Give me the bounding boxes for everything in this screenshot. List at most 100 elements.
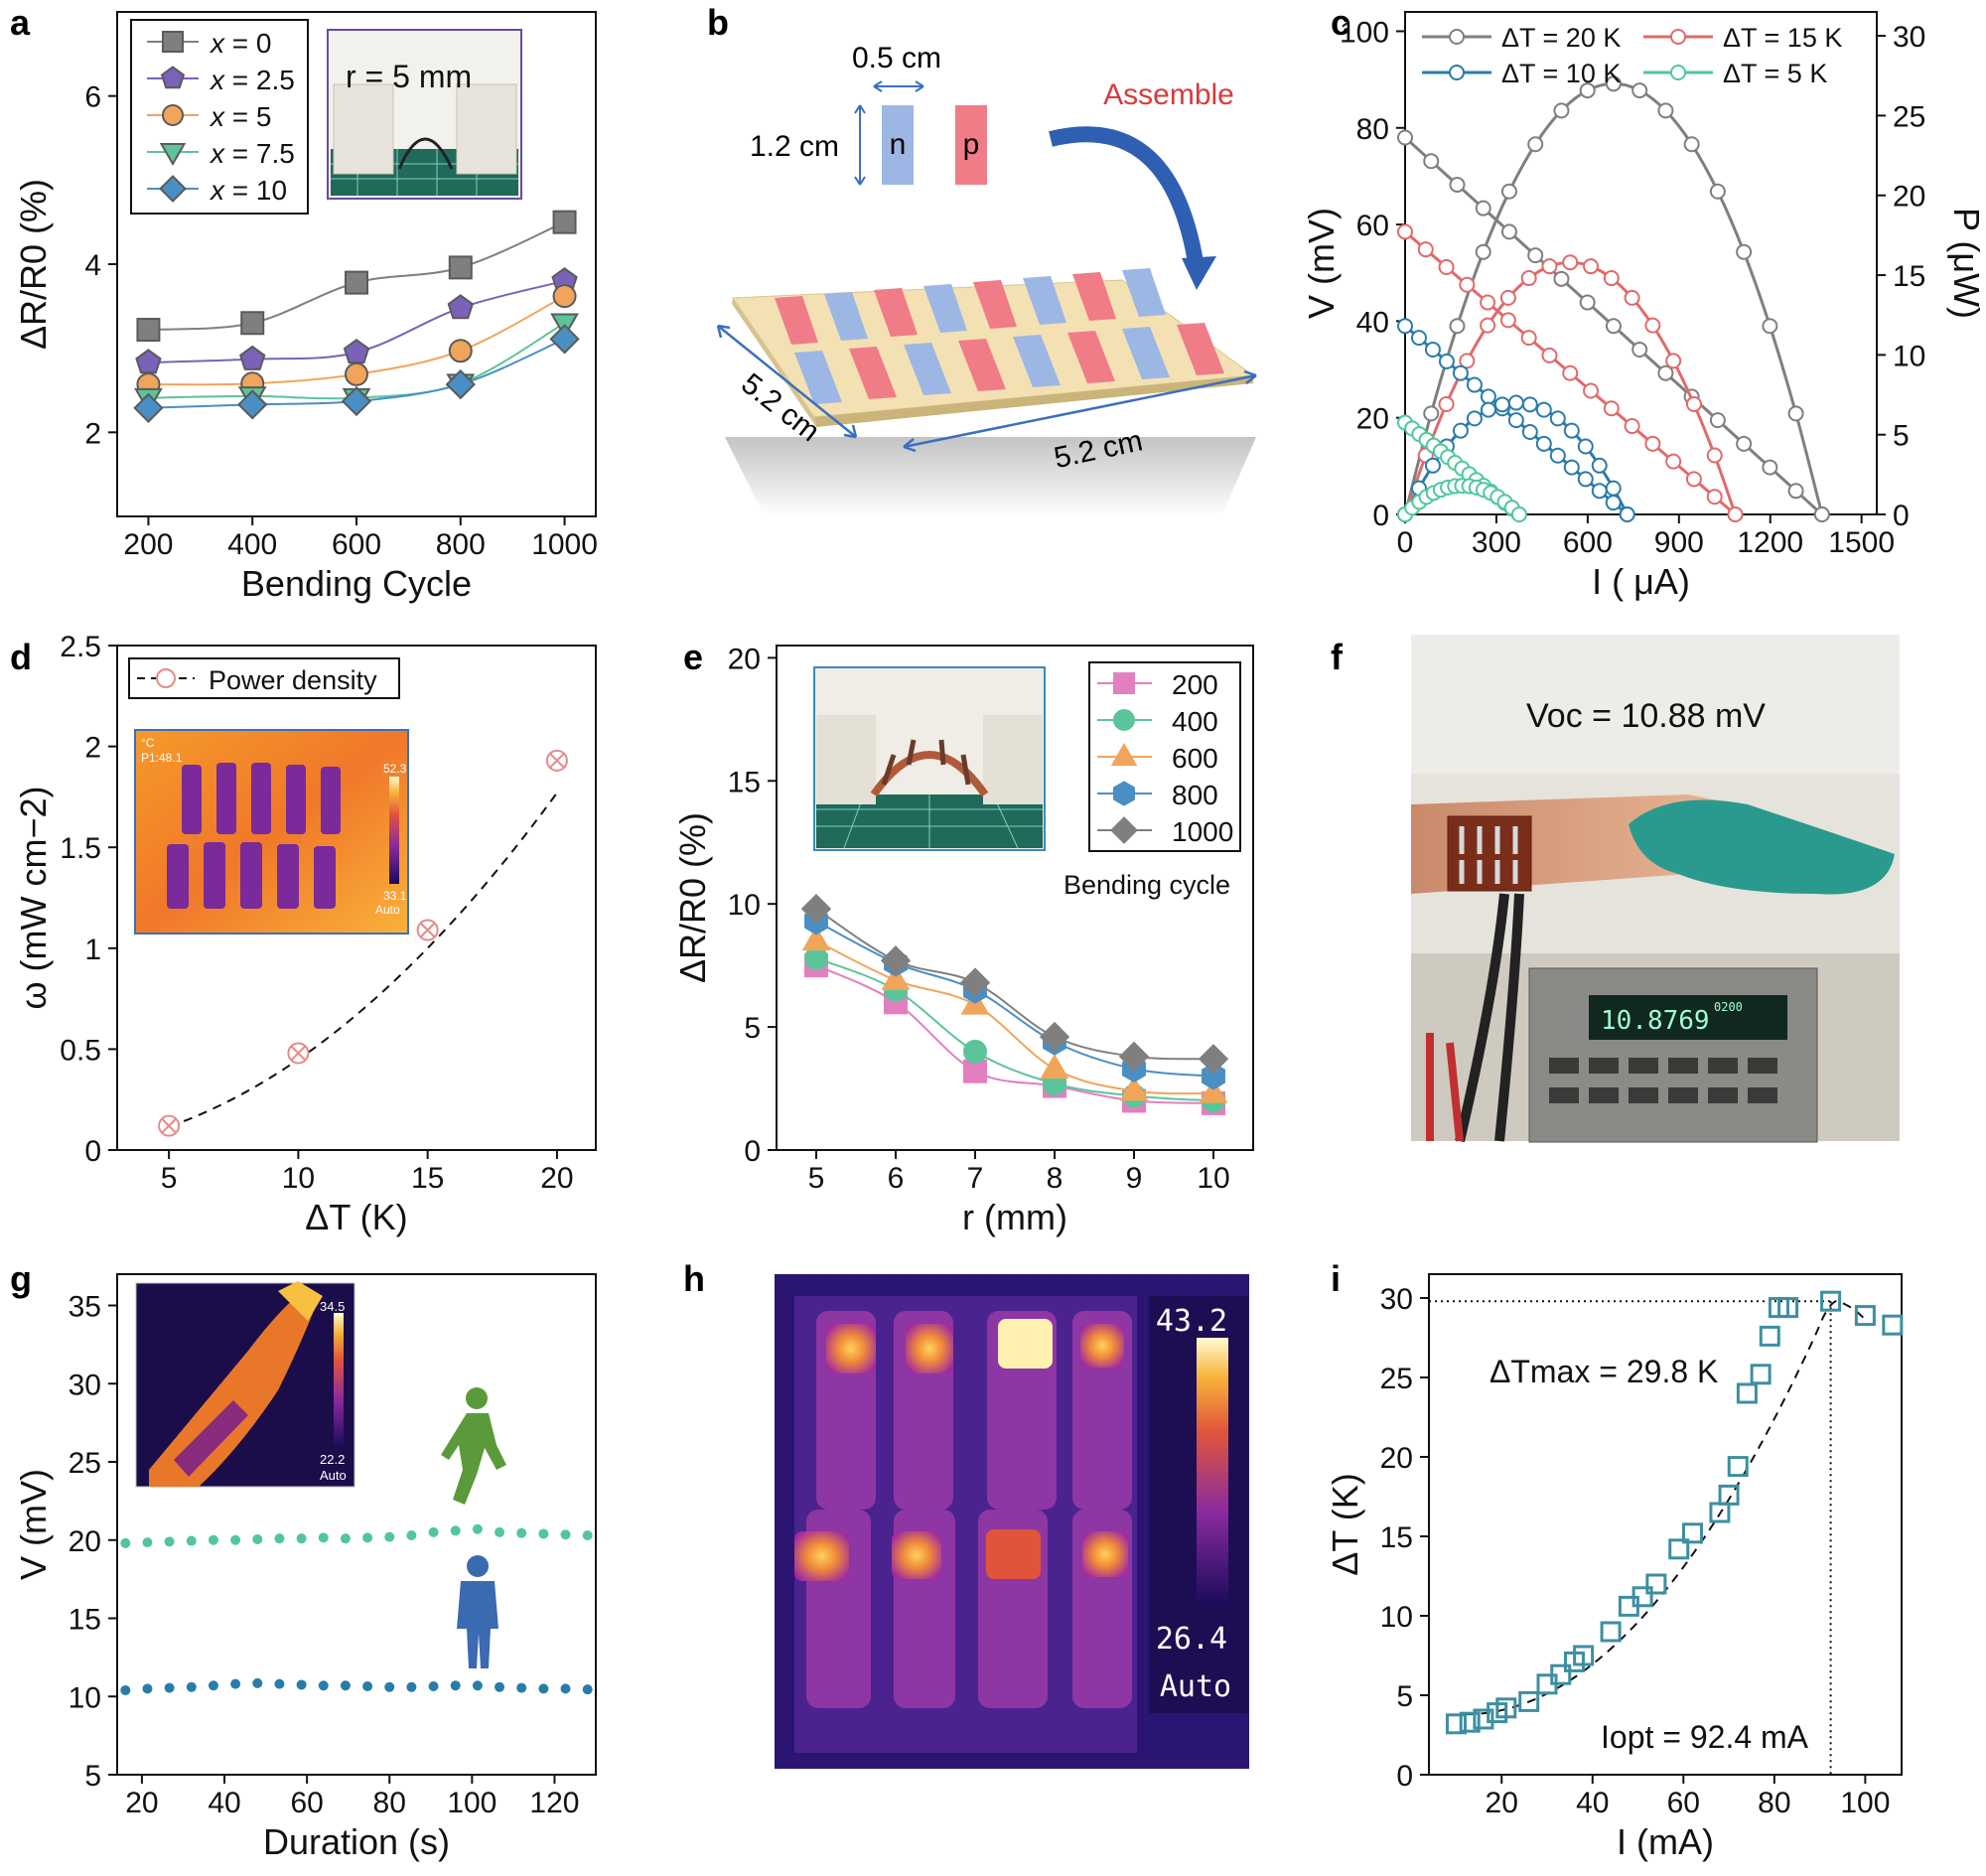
thermal-mode-h: Auto: [1160, 1669, 1231, 1704]
power-point: [1665, 353, 1682, 369]
y-axis-label: V (mV): [1301, 208, 1342, 319]
data-point: [142, 1537, 153, 1548]
thermal-inset-d: °C P1:48.1 52.3 33.1 Auto: [134, 729, 409, 935]
data-point: [340, 1533, 351, 1544]
power-point: [1579, 82, 1596, 99]
power-point: [1605, 480, 1622, 497]
chart-e: 5 6 7 8 9 10 0 5 10 15 20 r (mm) ΔR/R0 (%) 200 400 600 8…: [672, 643, 1254, 1237]
n-leg-label: n: [890, 128, 907, 161]
data-point: [582, 1684, 593, 1695]
x-tick-label: 20: [540, 1162, 573, 1195]
x-tick-label: 800: [436, 528, 486, 561]
data-point: [142, 1683, 153, 1694]
power-point: [1577, 438, 1594, 455]
dim-width-arrow: [873, 80, 924, 92]
thermal-max-h: 43.2: [1156, 1304, 1227, 1339]
data-point: [230, 1534, 241, 1545]
series-x0: [136, 210, 577, 343]
power-point: [1480, 317, 1496, 334]
power-point: [1520, 270, 1537, 287]
data-point: [1118, 1041, 1150, 1072]
y-tick-label: 10: [728, 889, 761, 922]
power-point: [1603, 270, 1620, 287]
voltage-point: [1706, 489, 1723, 505]
plot-frame: [1404, 11, 1878, 515]
series-dt-2: [1397, 318, 1635, 522]
x-tick-label: 6: [888, 1162, 905, 1195]
data-point: [158, 1114, 181, 1137]
p-leg-label: p: [963, 128, 980, 161]
y-tick-label: 5: [744, 1012, 761, 1045]
x-tick-label: 10: [282, 1162, 315, 1195]
voltage-point: [1631, 341, 1648, 358]
data-point: [345, 361, 368, 386]
data-point: [1600, 1621, 1622, 1643]
y-right-tick-label: 15: [1893, 260, 1925, 293]
data-point-cross: [549, 753, 565, 769]
data-point: [287, 1042, 310, 1065]
x-tick-label: 15: [411, 1162, 444, 1195]
legend-label: x = 2.5: [209, 65, 295, 95]
power-point: [1507, 394, 1524, 411]
power-point: [1466, 410, 1483, 427]
data-point: [560, 1683, 571, 1694]
data-point: [472, 1680, 483, 1691]
y-tick-label: 1: [84, 934, 101, 966]
y-tick-label: 2.5: [60, 631, 101, 663]
y-tick-label: 80: [1356, 113, 1389, 146]
legend-box: [130, 19, 309, 215]
series-line: [815, 920, 1214, 1078]
power-point: [1452, 422, 1469, 439]
y-tick-label: 0: [84, 1135, 101, 1168]
dim-height-label: 1.2 cm: [750, 130, 839, 163]
power-point: [1521, 396, 1538, 413]
y-tick-label: 0: [1396, 1760, 1413, 1793]
voltage-point: [1475, 200, 1491, 216]
bending-photo-inset-e: [813, 666, 1046, 851]
y-tick-label: 4: [84, 249, 101, 282]
data-point: [1473, 1708, 1494, 1730]
data-point: [516, 1527, 527, 1538]
bending-photo-inset-a: r = 5 mm: [327, 29, 522, 200]
chart-a: 200 400 600 800 1000 2 4 6 Bending Cycle ΔR/R0 (%…: [13, 11, 598, 604]
data-point: [1573, 1645, 1595, 1666]
y-tick-label: 5: [84, 1760, 101, 1793]
panel-label-h: h: [683, 1258, 705, 1299]
voltage-point: [1562, 364, 1579, 381]
data-point-cross: [161, 1117, 177, 1134]
voltage-point: [1541, 347, 1558, 363]
y-tick-label: 2: [84, 732, 101, 765]
panel-label-b: b: [707, 2, 729, 43]
voltage-point: [1397, 223, 1413, 240]
x-tick-label: 40: [1576, 1787, 1609, 1819]
multimeter: [1528, 967, 1818, 1143]
voltage-point: [1762, 459, 1778, 476]
y-tick-label: 20: [1380, 1442, 1413, 1475]
data-point: [362, 1681, 373, 1692]
data-point: [1202, 1062, 1225, 1090]
voltage-point: [1535, 435, 1552, 452]
data-point: [880, 945, 912, 976]
legend-marker: [156, 668, 176, 688]
data-point: [1718, 1484, 1740, 1506]
x-tick-label: 1000: [531, 528, 598, 561]
thermal-min-d: 33.1: [383, 889, 407, 903]
x-axis-label: ΔT (K): [305, 1197, 407, 1237]
voltage-point: [1644, 435, 1661, 452]
y-tick-label: 20: [69, 1525, 101, 1558]
voltage-point: [1553, 270, 1570, 287]
power-point: [1493, 396, 1510, 413]
y-tick-label: 15: [728, 766, 761, 798]
voltage-point: [1500, 223, 1517, 240]
y-right-tick-label: 20: [1893, 181, 1925, 214]
y-axis-label: ΔR/R0 (%): [672, 812, 713, 983]
series-800: [804, 907, 1225, 1090]
data-point-cross: [290, 1045, 307, 1062]
legend-marker: [160, 66, 186, 89]
data-point: [428, 1681, 439, 1692]
data-point: [318, 1680, 329, 1691]
meter-range: 0200: [1714, 1000, 1743, 1014]
voltage-point: [1603, 400, 1620, 417]
voltage-point: [1449, 176, 1466, 193]
data-point: [237, 389, 268, 420]
